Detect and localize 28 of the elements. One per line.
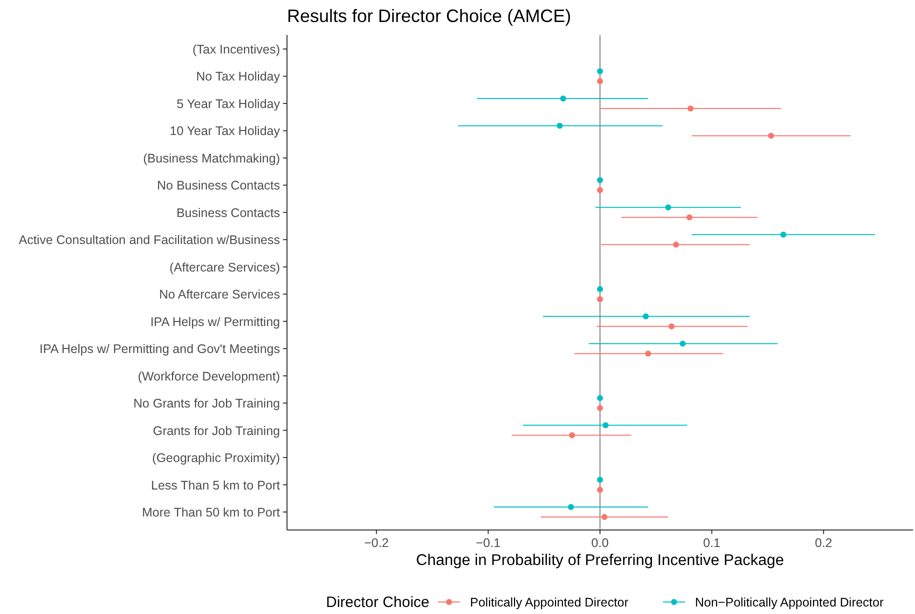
y-tick-label: IPA Helps w/ Permitting and Gov't Meetings bbox=[40, 342, 280, 356]
y-tick-label: No Business Contacts bbox=[157, 178, 280, 193]
legend-label: Politically Appointed Director bbox=[470, 596, 628, 610]
y-tick-label: Grants for Job Training bbox=[152, 424, 280, 438]
y-tick-label: Less Than 5 km to Port bbox=[151, 478, 281, 492]
y-tick-label: (Geographic Proximity) bbox=[152, 451, 280, 466]
y-tick-label: No Tax Holiday bbox=[196, 70, 281, 84]
x-tick-label: −0.1 bbox=[476, 536, 501, 550]
legend-title: Director Choice bbox=[326, 594, 430, 611]
chart-title: Results for Director Choice (AMCE) bbox=[287, 6, 572, 26]
x-axis-title: Change in Probability of Preferring Incentive Package bbox=[416, 552, 784, 569]
legend-label: Non−Politically Appointed Director bbox=[695, 596, 884, 610]
y-tick-label: More Than 50 km to Port bbox=[142, 506, 281, 520]
y-tick-label: No Grants for Job Training bbox=[133, 396, 280, 411]
x-tick-label: −0.2 bbox=[364, 536, 389, 550]
x-tick-label: 0.2 bbox=[814, 536, 832, 550]
y-tick-label: No Aftercare Services bbox=[159, 288, 280, 302]
y-tick-label: 5 Year Tax Holiday bbox=[176, 96, 281, 111]
x-tick-label: 0.0 bbox=[591, 536, 609, 550]
y-tick-label: Business Contacts bbox=[176, 206, 280, 220]
y-tick-label: Active Consultation and Facilitation w/Business bbox=[18, 233, 280, 248]
y-tick-label: (Tax Incentives) bbox=[192, 42, 280, 56]
y-tick-label: (Workforce Development) bbox=[138, 369, 280, 384]
x-tick-label: 0.1 bbox=[703, 536, 721, 550]
y-tick-label: (Aftercare Services) bbox=[170, 260, 280, 274]
y-tick-label: IPA Helps w/ Permitting bbox=[150, 314, 280, 329]
y-tick-label: 10 Year Tax Holiday bbox=[170, 124, 281, 138]
y-tick-label: (Business Matchmaking) bbox=[143, 151, 280, 166]
